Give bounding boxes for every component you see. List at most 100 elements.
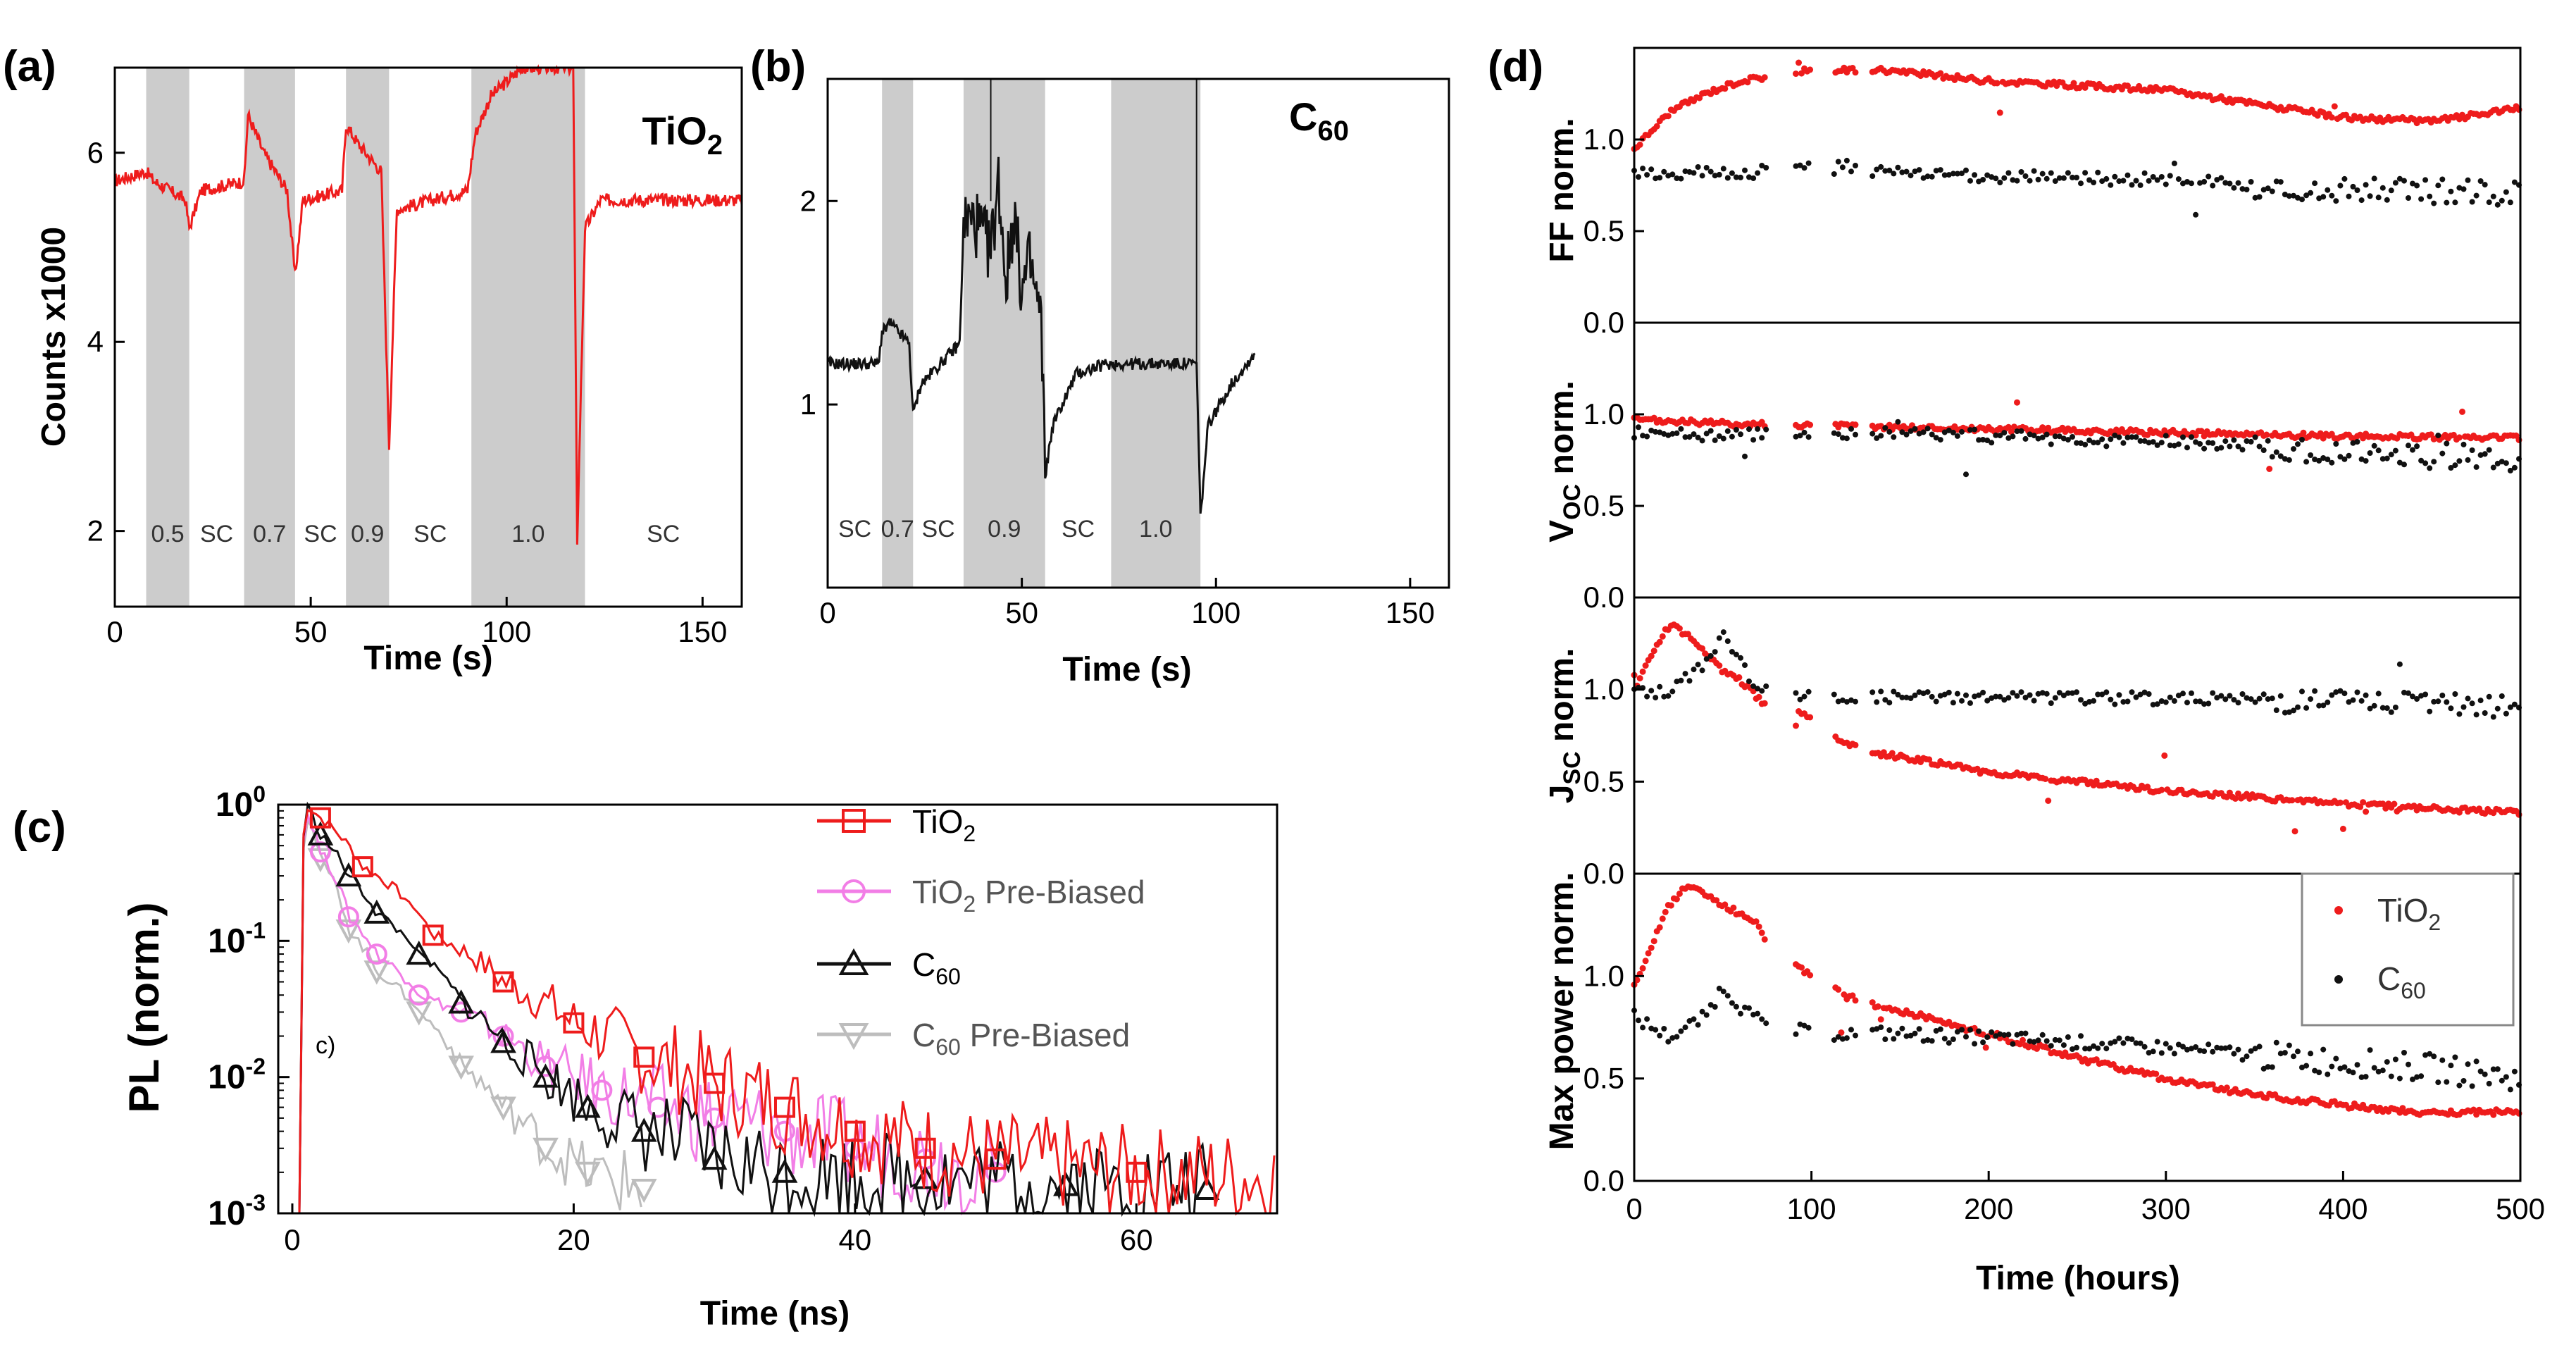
data-point <box>2333 198 2339 204</box>
data-point <box>2477 1068 2484 1075</box>
data-point <box>1882 1036 1889 1042</box>
data-point <box>2042 776 2049 782</box>
data-point <box>2120 1040 2127 1046</box>
data-point <box>2329 692 2335 698</box>
data-point <box>2469 1083 2475 1089</box>
data-point <box>2210 690 2216 696</box>
data-point <box>1801 693 1807 700</box>
data-point <box>2133 1040 2139 1046</box>
data-point <box>1831 171 1837 177</box>
data-point <box>1916 431 1922 437</box>
data-point <box>2269 695 2275 702</box>
data-point <box>2511 464 2518 471</box>
data-point <box>2161 427 2168 434</box>
data-point <box>2379 705 2386 711</box>
data-point <box>2371 702 2377 709</box>
data-point <box>1674 679 1680 685</box>
data-point <box>2082 700 2089 707</box>
data-point <box>2384 455 2390 462</box>
data-point <box>2439 450 2446 457</box>
data-point <box>1954 433 1960 439</box>
data-point <box>2161 752 2168 759</box>
data-point <box>1763 1020 1769 1027</box>
data-point <box>2282 710 2288 716</box>
data-point <box>1878 688 1884 695</box>
data-point <box>1730 904 1737 911</box>
data-point <box>2244 187 2250 192</box>
data-point <box>1759 1016 1765 1022</box>
data-point <box>1759 688 1765 694</box>
data-point <box>2180 434 2186 440</box>
data-point <box>1699 667 1705 674</box>
data-point <box>2410 693 2415 700</box>
data-point <box>1733 651 1739 657</box>
data-point <box>2265 696 2271 702</box>
data-point <box>1659 915 1666 922</box>
plot-area-c <box>298 801 1276 1218</box>
data-point <box>2444 199 2450 206</box>
data-point <box>2427 431 2434 438</box>
data-point <box>2448 465 2454 471</box>
data-point <box>2329 1063 2335 1070</box>
data-point <box>335 919 362 944</box>
x-tick-label: 0 <box>1626 1192 1642 1225</box>
data-point <box>1695 164 1701 170</box>
data-point <box>2093 777 2100 784</box>
data-point <box>2189 690 2194 696</box>
data-point <box>2137 691 2143 698</box>
data-point <box>2388 709 2394 715</box>
data-point <box>1950 171 1956 177</box>
data-point <box>2414 696 2420 702</box>
data-point <box>2388 1073 2394 1079</box>
data-point <box>2507 1086 2513 1093</box>
data-point <box>2269 188 2275 194</box>
data-point <box>1686 169 1693 175</box>
data-point <box>2144 431 2151 438</box>
data-point <box>1742 1004 1748 1010</box>
data-point <box>2120 699 2127 705</box>
data-point <box>1895 164 1901 171</box>
data-point <box>2469 199 2475 205</box>
data-point <box>2291 1053 2296 1060</box>
data-point <box>2239 447 2246 453</box>
data-point <box>2337 688 2344 694</box>
data-point <box>2260 447 2267 453</box>
y-tick-label: 6 <box>87 136 104 169</box>
data-point <box>1761 936 1768 943</box>
data-point <box>2201 445 2208 452</box>
y-ticks-a: 2 4 6 <box>87 136 125 547</box>
plot-area-d <box>1631 59 2522 1118</box>
data-point <box>2035 691 2041 697</box>
data-point <box>2031 168 2037 174</box>
data-point <box>1682 671 1688 677</box>
data-point <box>2341 456 2348 462</box>
data-point <box>2116 1035 2122 1041</box>
data-point <box>1852 69 1859 76</box>
x-tick-label: 150 <box>1386 596 1435 629</box>
data-point <box>2129 182 2135 188</box>
data-point <box>2460 186 2467 192</box>
data-point <box>1835 431 1841 438</box>
data-point <box>1716 635 1722 641</box>
data-point <box>1920 429 1927 435</box>
data-point <box>2350 1070 2356 1076</box>
axes-frame-a <box>113 66 743 608</box>
data-point <box>2469 700 2475 707</box>
data-point <box>2124 434 2131 440</box>
data-point <box>1738 655 1743 661</box>
data-point <box>2010 433 2016 440</box>
data-point <box>2427 193 2433 199</box>
data-point <box>1889 750 1896 757</box>
legend-entry-c60-prebiased: C60 Pre-Biased <box>817 1017 1130 1060</box>
data-point <box>2146 1050 2152 1056</box>
data-point <box>2022 695 2029 700</box>
data-point <box>533 1063 559 1088</box>
x-tick-label: 0 <box>284 1223 300 1256</box>
data-point <box>1924 173 1931 180</box>
data-point <box>2363 1074 2369 1080</box>
data-point <box>1685 631 1691 638</box>
data-point <box>1929 173 1935 180</box>
data-point <box>2158 174 2165 180</box>
data-point <box>1798 70 1805 77</box>
data-point <box>2074 440 2079 446</box>
